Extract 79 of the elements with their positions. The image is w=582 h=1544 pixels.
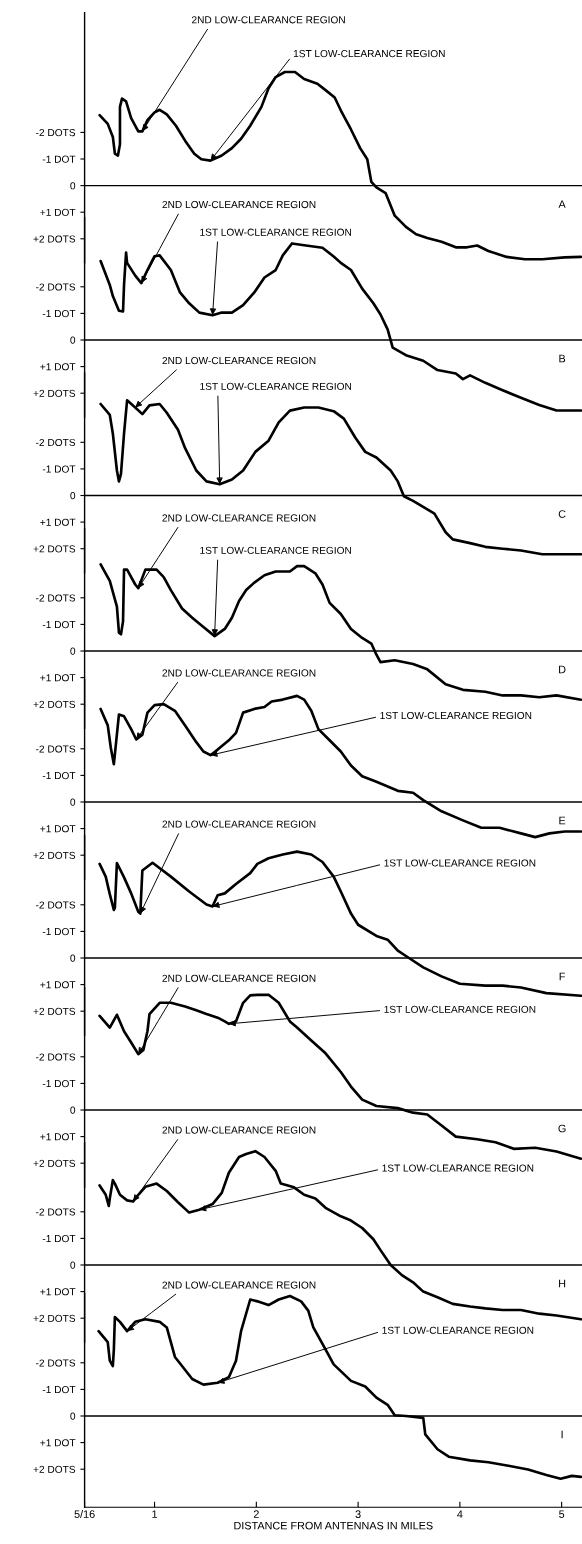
x-tick-label: 5 [559, 1510, 565, 1518]
annotation: 1ST LOW-CLEARANCE REGION [200, 382, 351, 390]
y-tick-label: +1 DOT [40, 1439, 76, 1447]
annotation: 1ST LOW-CLEARANCE REGION [293, 50, 445, 58]
annotation: 1ST LOW-CLEARANCE REGION [382, 1164, 534, 1172]
annotation: D [559, 665, 566, 674]
annotation: 2ND LOW-CLEARANCE REGION [162, 356, 316, 365]
y-tick-label: +2 DOTS [33, 851, 76, 859]
annotation: 2ND LOW-CLEARANCE REGION [162, 820, 316, 828]
y-tick-label: +1 DOT [40, 674, 76, 682]
x-tick-label: 3 [355, 1510, 361, 1518]
y-tick-label: 0 [70, 336, 76, 344]
y-tick-label: +2 DOTS [33, 235, 76, 243]
y-tick-label: 0 [70, 954, 76, 962]
y-tick-label: -1 DOT [42, 155, 76, 163]
annotation: C [558, 510, 566, 518]
annotation: H [559, 1279, 566, 1288]
y-tick-label: -1 DOT [42, 1079, 76, 1088]
annotation: 1ST LOW-CLEARANCE REGION [200, 228, 351, 236]
y-tick-label: +1 DOT [40, 363, 76, 371]
annotation: B [559, 354, 566, 363]
annotation: 2ND LOW-CLEARANCE REGION [162, 1281, 316, 1289]
y-tick-label: -1 DOT [42, 309, 76, 318]
y-tick-label: -1 DOT [42, 465, 76, 473]
annotation: 2ND LOW-CLEARANCE REGION [162, 669, 316, 677]
y-tick-label: -2 DOTS [36, 1053, 76, 1061]
annotation: 2ND LOW-CLEARANCE REGION [191, 16, 345, 24]
y-tick-label: 0 [70, 1261, 76, 1269]
x-axis-title: DISTANCE FROM ANTENNAS IN MILES [234, 1521, 433, 1530]
y-tick-label: -2 DOTS [36, 901, 76, 909]
y-tick-label: -2 DOTS [36, 128, 76, 137]
y-tick-label: -1 DOT [42, 1385, 76, 1394]
y-tick-label: -2 DOTS [36, 1208, 76, 1216]
y-tick-label: +1 DOT [40, 208, 76, 216]
annotation: E [559, 816, 566, 825]
y-tick-label: +1 DOT [40, 981, 76, 989]
y-tick-label: -2 DOTS [36, 283, 76, 291]
y-tick-label: +1 DOT [40, 1288, 76, 1296]
y-tick-label: +2 DOTS [33, 389, 76, 397]
x-tick-label: 4 [457, 1510, 463, 1518]
y-tick-label: 0 [70, 647, 76, 655]
y-tick-label: +2 DOTS [33, 1465, 76, 1473]
annotation: 2ND LOW-CLEARANCE REGION [162, 200, 316, 209]
annotation: 1ST LOW-CLEARANCE REGION [384, 1005, 536, 1013]
y-tick-label: -1 DOT [42, 620, 76, 629]
y-tick-label: +1 DOT [40, 825, 76, 833]
annotation: 2ND LOW-CLEARANCE REGION [162, 1126, 316, 1134]
y-tick-label: 0 [70, 492, 76, 500]
y-tick-label: 0 [70, 182, 76, 190]
annotation: 2ND LOW-CLEARANCE REGION [162, 974, 316, 982]
y-tick-label: +2 DOTS [33, 700, 76, 708]
y-tick-label: +1 DOT [40, 518, 76, 526]
y-tick-label: +2 DOTS [33, 1159, 76, 1167]
annotation: 1ST LOW-CLEARANCE REGION [384, 859, 536, 867]
y-tick-label: +2 DOTS [33, 1007, 76, 1015]
annotation: 1ST LOW-CLEARANCE REGION [382, 1326, 534, 1334]
y-tick-label: -2 DOTS [36, 594, 76, 602]
x-tick-label: 1 [152, 1510, 158, 1518]
y-tick-label: +1 DOT [40, 1133, 76, 1141]
annotation: G [558, 1124, 566, 1133]
y-tick-label: -2 DOTS [36, 438, 76, 447]
y-tick-label: -1 DOT [42, 771, 76, 780]
y-tick-label: +2 DOTS [33, 545, 76, 553]
annotation: 1ST LOW-CLEARANCE REGION [380, 711, 532, 720]
x-tick-label: 5/16 [74, 1510, 95, 1518]
y-tick-label: -2 DOTS [36, 1359, 76, 1367]
y-tick-label: 0 [70, 798, 76, 806]
annotation: 1ST LOW-CLEARANCE REGION [200, 546, 351, 554]
annotation: F [559, 972, 565, 981]
y-tick-label: 0 [70, 1412, 76, 1420]
y-tick-label: -2 DOTS [36, 745, 76, 753]
x-tick-label: 2 [253, 1510, 259, 1518]
y-tick-label: 0 [70, 1106, 76, 1114]
y-tick-label: -1 DOT [42, 1234, 76, 1243]
annotation: A [558, 200, 566, 208]
annotation: 2ND LOW-CLEARANCE REGION [162, 514, 316, 522]
y-tick-label: +2 DOTS [33, 1314, 76, 1322]
annotation: I [561, 1430, 563, 1439]
y-tick-label: -1 DOT [42, 927, 76, 936]
